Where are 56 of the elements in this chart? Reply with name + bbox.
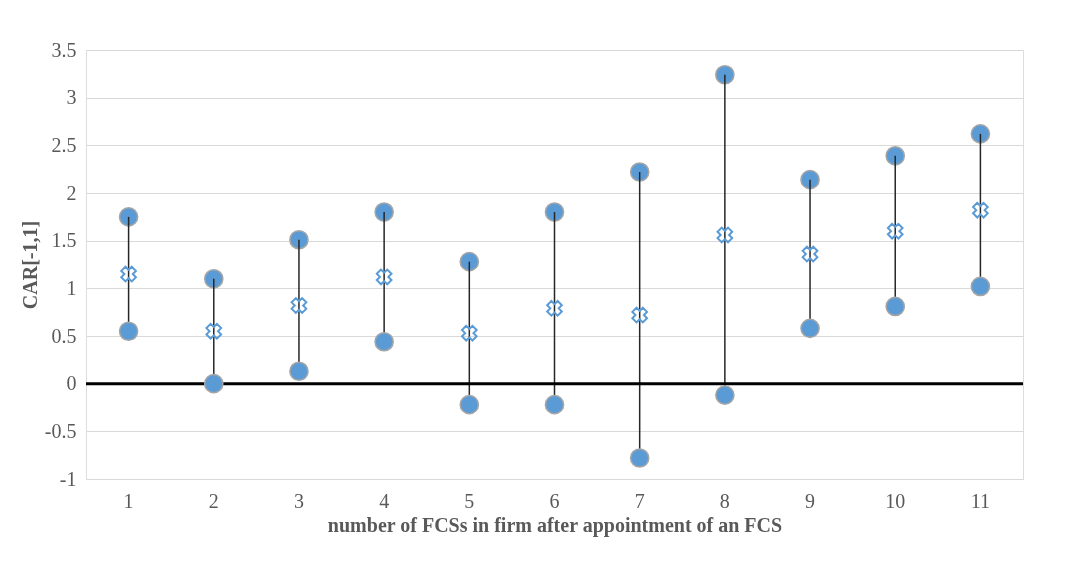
point [289,229,309,250]
point [118,321,139,342]
point [374,331,394,352]
x-tick-label: 2 [208,489,219,512]
point [800,169,820,190]
point [544,202,565,222]
x-tick-label: 7 [634,489,645,512]
point [629,162,650,182]
point [203,268,224,289]
x-tick-label: 6 [549,489,560,512]
y-tick-label: 1 [66,276,77,299]
y-tick-label: 0.5 [51,324,77,347]
point [460,324,478,342]
point [289,361,309,382]
point [375,268,393,286]
point [801,245,819,263]
point [970,124,991,144]
x-tick-label: 10 [885,489,906,512]
y-tick-label: 3.5 [51,38,77,61]
x-tick-label: 5 [464,489,475,512]
x-tick-label: 1 [123,489,134,512]
x-tick-label: 11 [970,489,991,512]
point [800,318,820,339]
point [120,265,137,283]
point [716,226,734,244]
point [544,394,565,415]
point [970,276,991,297]
point [885,296,906,317]
point [374,202,394,222]
x-tick-label: 4 [379,489,390,512]
y-tick-label: -0.5 [44,419,77,442]
x-tick-label: 9 [805,489,816,512]
y-tick-label: 0 [66,372,77,395]
y-tick-label: 2 [66,181,77,204]
y-tick-label: 3 [66,86,77,109]
point [885,146,906,166]
point [972,201,989,219]
point [459,251,480,272]
point [118,207,139,227]
point [629,448,650,468]
point [290,297,308,314]
x-axis-title: number of FCSs in firm after appointment of an FCS [327,513,783,537]
point [205,322,223,340]
y-tick-label: -1 [59,467,77,490]
x-tick-label: 3 [293,489,304,512]
point [715,385,735,405]
y-tick-label: 1.5 [51,229,77,252]
point [715,64,735,85]
y-tick-label: 2.5 [51,133,77,156]
y-axis-title: CAR[-1,1] [18,220,41,310]
point [886,222,904,240]
point [631,306,649,324]
point [459,394,480,415]
point [546,300,563,317]
point [203,373,224,394]
x-tick-label: 8 [719,489,730,512]
